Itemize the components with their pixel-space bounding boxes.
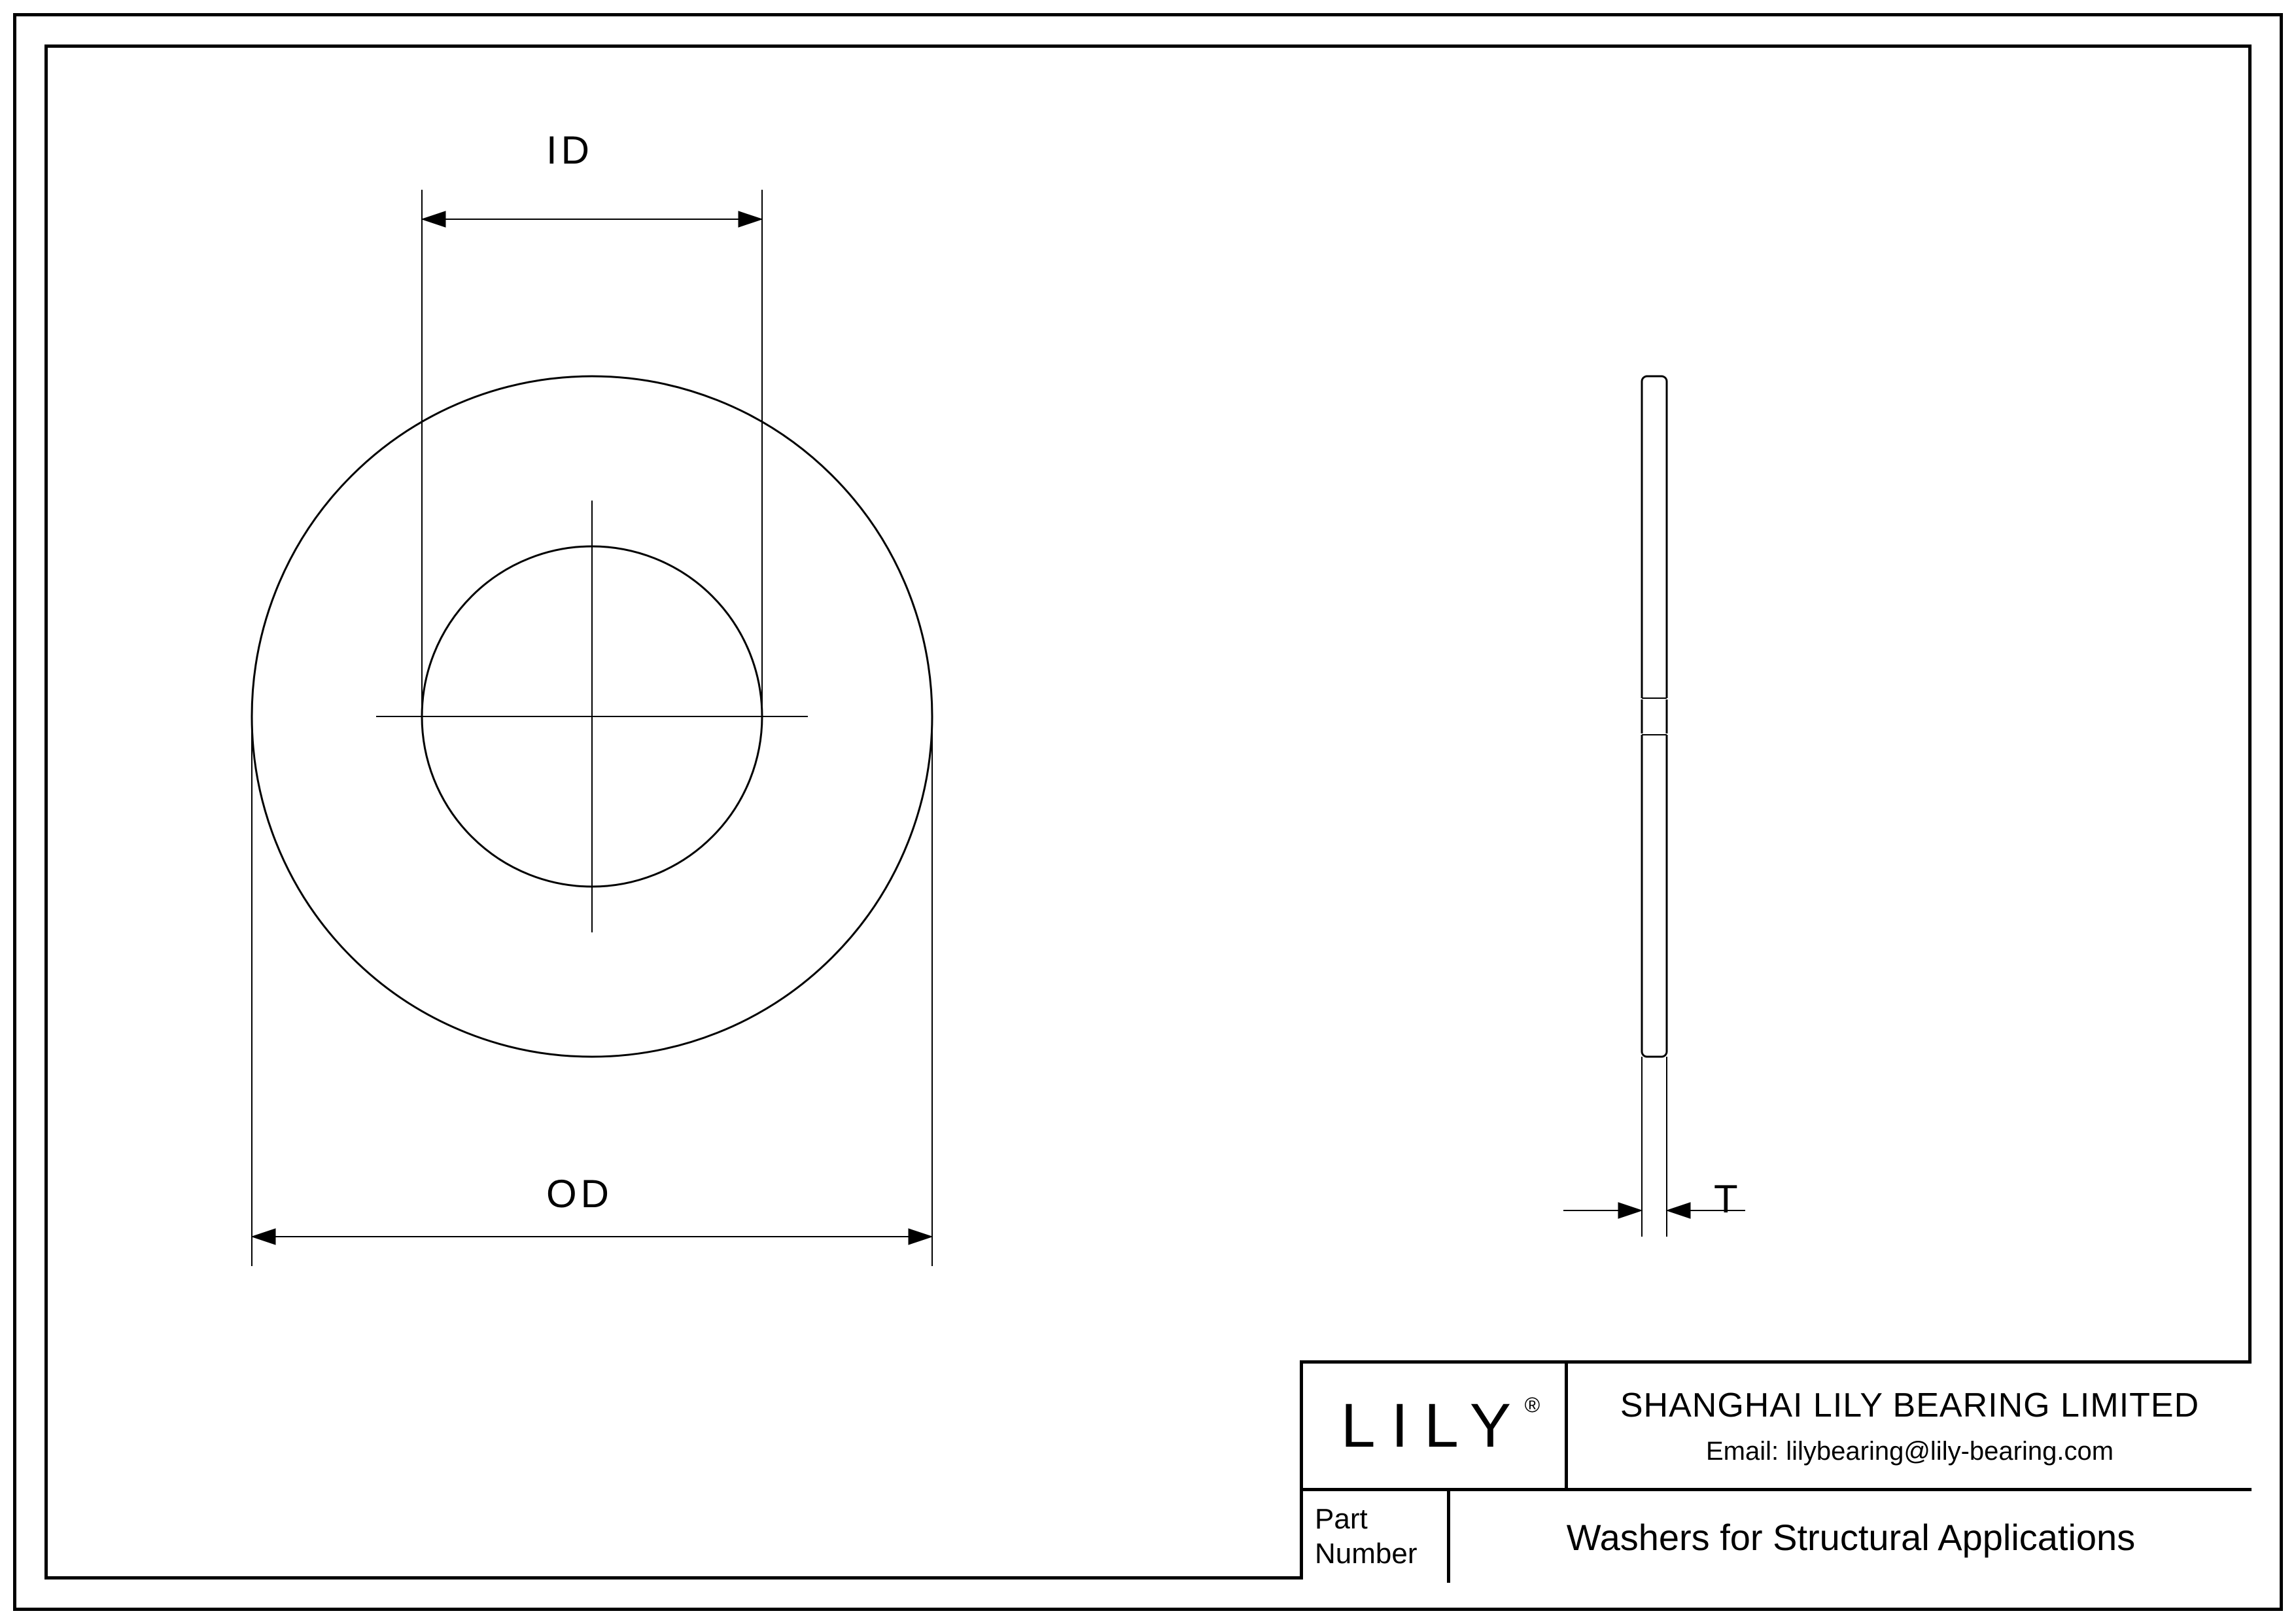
t-dimension-label: T: [1714, 1176, 1742, 1222]
email-value: lilybearing@lily-bearing.com: [1786, 1437, 2113, 1466]
technical-drawing: [44, 44, 2252, 1580]
part-number-label-cell: Part Number: [1303, 1491, 1450, 1583]
logo-letters: LILY: [1341, 1391, 1527, 1460]
od-dimension-label: OD: [546, 1171, 613, 1216]
description-cell: Washers for Structural Applications: [1450, 1491, 2252, 1583]
company-email: Email: lilybearing@lily-bearing.com: [1706, 1437, 2113, 1466]
id-dimension-label: ID: [546, 128, 593, 173]
part-label-line1: Part: [1315, 1502, 1368, 1537]
logo-cell: LILY ®: [1303, 1364, 1568, 1488]
company-info-cell: SHANGHAI LILY BEARING LIMITED Email: lil…: [1568, 1364, 2252, 1488]
title-block: LILY ® SHANGHAI LILY BEARING LIMITED Ema…: [1300, 1360, 2252, 1580]
email-prefix: Email:: [1706, 1437, 1786, 1466]
part-label-line2: Number: [1315, 1537, 1418, 1572]
registered-icon: ®: [1525, 1393, 1556, 1417]
title-block-row-2: Part Number Washers for Structural Appli…: [1303, 1491, 2252, 1583]
description-text: Washers for Structural Applications: [1567, 1516, 2135, 1559]
company-name: SHANGHAI LILY BEARING LIMITED: [1620, 1386, 2199, 1425]
logo-text: LILY ®: [1341, 1390, 1527, 1462]
title-block-row-1: LILY ® SHANGHAI LILY BEARING LIMITED Ema…: [1303, 1364, 2252, 1491]
